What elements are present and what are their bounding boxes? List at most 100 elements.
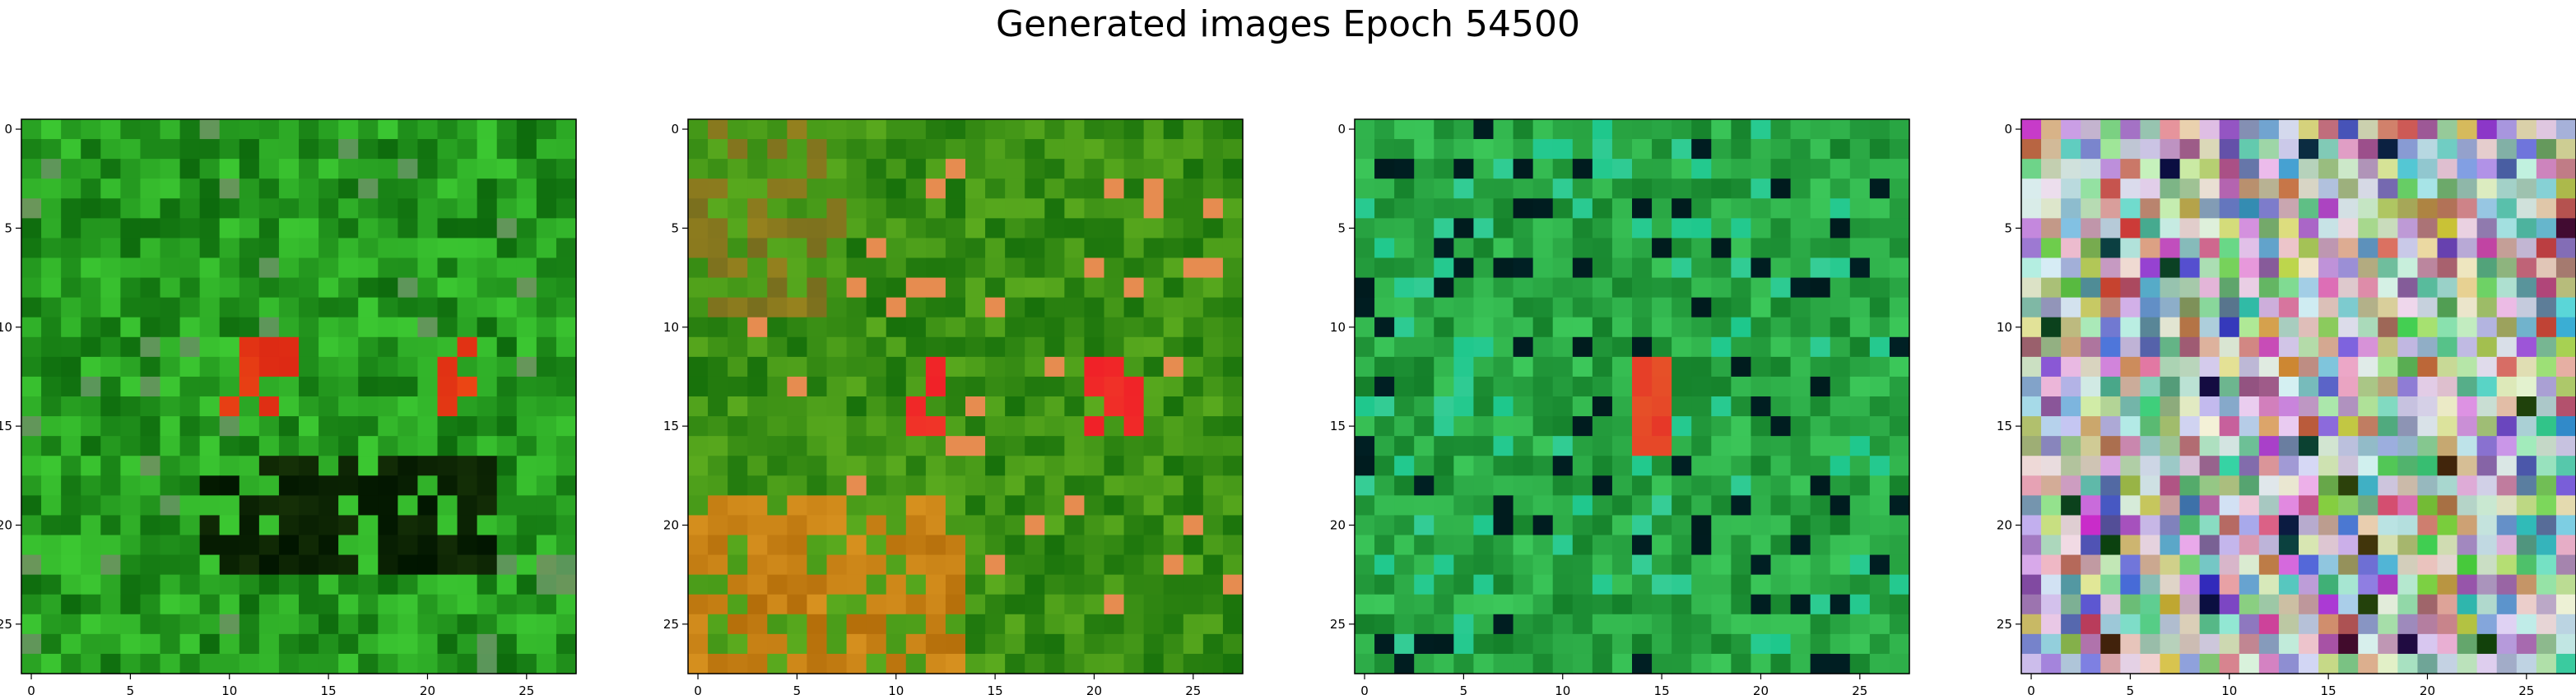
heatmap-cell bbox=[2081, 456, 2101, 476]
heatmap-cell bbox=[1222, 198, 1244, 219]
heatmap-cell bbox=[1572, 238, 1593, 259]
heatmap-cell bbox=[886, 653, 907, 674]
heatmap-cell bbox=[2536, 159, 2557, 179]
heatmap-cell bbox=[516, 436, 537, 456]
heatmap-cell bbox=[2555, 456, 2576, 476]
heatmap-cell bbox=[319, 574, 339, 595]
heatmap-cell bbox=[398, 554, 419, 576]
heatmap-cell bbox=[1104, 238, 1125, 259]
heatmap-cell bbox=[747, 416, 768, 437]
heatmap-cell bbox=[1711, 139, 1732, 160]
heatmap-cell bbox=[688, 376, 709, 397]
heatmap-cell bbox=[2041, 317, 2062, 338]
heatmap-cell bbox=[2160, 614, 2181, 635]
heatmap-cell bbox=[1731, 277, 1752, 299]
heatmap-cell bbox=[1849, 554, 1871, 576]
heatmap-cell bbox=[2219, 653, 2240, 674]
heatmap-cell bbox=[1652, 554, 1672, 576]
heatmap-cell bbox=[1163, 277, 1184, 299]
heatmap-cell bbox=[278, 159, 300, 179]
heatmap-cell bbox=[21, 317, 42, 338]
heatmap-cell bbox=[846, 416, 867, 437]
heatmap-cell bbox=[1751, 257, 1772, 279]
heatmap-cell bbox=[2397, 653, 2419, 674]
heatmap-cell bbox=[1453, 159, 1475, 179]
heatmap-cell bbox=[2338, 139, 2359, 160]
heatmap-cell bbox=[1394, 554, 1415, 576]
heatmap-cell bbox=[1849, 594, 1871, 615]
heatmap-cell bbox=[1183, 178, 1204, 199]
heatmap-cell bbox=[21, 535, 42, 556]
heatmap-cell bbox=[516, 456, 537, 476]
heatmap-cell bbox=[2100, 594, 2121, 615]
heatmap-cell bbox=[1849, 633, 1871, 655]
heatmap-cell bbox=[100, 297, 121, 318]
x-tick-label: 20 bbox=[420, 683, 435, 695]
heatmap-cell bbox=[2378, 633, 2398, 655]
heatmap-cell bbox=[2239, 515, 2260, 536]
heatmap-cell bbox=[358, 554, 379, 576]
heatmap-cell bbox=[1652, 336, 1672, 358]
heatmap-cell bbox=[398, 139, 419, 160]
heatmap-cell bbox=[2258, 475, 2280, 496]
heatmap-cell bbox=[767, 159, 788, 179]
heatmap-cell bbox=[2299, 633, 2319, 655]
heatmap-cell bbox=[1751, 297, 1772, 318]
heatmap-cell bbox=[1770, 456, 1792, 476]
heatmap-cell bbox=[1691, 356, 1712, 378]
heatmap-cell bbox=[1222, 277, 1244, 299]
heatmap-cell bbox=[2299, 119, 2319, 140]
heatmap-cell bbox=[1202, 633, 1224, 655]
heatmap-cell bbox=[2219, 535, 2240, 556]
heatmap-cell bbox=[1183, 535, 1204, 556]
heatmap-cell bbox=[2140, 317, 2161, 338]
heatmap-cell bbox=[2338, 218, 2359, 239]
heatmap-cell bbox=[2258, 535, 2280, 556]
heatmap-cell bbox=[1453, 475, 1475, 496]
heatmap-cell bbox=[61, 356, 81, 378]
heatmap-cell bbox=[2041, 574, 2062, 595]
heatmap-cell bbox=[516, 257, 537, 279]
heatmap-cell bbox=[1374, 238, 1395, 259]
heatmap-cell bbox=[2081, 159, 2101, 179]
heatmap-cell bbox=[140, 495, 161, 517]
heatmap-cell bbox=[1123, 436, 1145, 456]
heatmap-cell bbox=[2496, 574, 2518, 595]
heatmap-cell bbox=[278, 475, 300, 496]
heatmap-cell bbox=[1005, 535, 1025, 556]
heatmap-cell bbox=[1374, 119, 1395, 140]
heatmap-cell bbox=[1572, 178, 1593, 199]
heatmap-cell bbox=[1849, 119, 1871, 140]
heatmap-cell bbox=[378, 159, 398, 179]
heatmap-cell bbox=[496, 614, 518, 635]
heatmap-cell bbox=[299, 574, 319, 595]
heatmap-cell bbox=[1025, 633, 1045, 655]
heatmap-cell bbox=[1672, 119, 1692, 140]
heatmap-cell bbox=[358, 198, 379, 219]
heatmap-cell bbox=[1374, 436, 1395, 456]
heatmap-cell bbox=[2378, 297, 2398, 318]
heatmap-cell bbox=[728, 159, 748, 179]
heatmap-cell bbox=[2536, 396, 2557, 417]
heatmap-cell bbox=[1064, 238, 1086, 259]
heatmap-cell bbox=[1513, 633, 1534, 655]
heatmap-cell bbox=[1355, 297, 1375, 318]
heatmap-cell bbox=[556, 633, 577, 655]
heatmap-cell bbox=[1143, 257, 1165, 279]
heatmap-cell bbox=[219, 633, 240, 655]
heatmap-cell bbox=[358, 139, 379, 160]
heatmap-cell bbox=[2160, 277, 2181, 299]
heatmap-cell bbox=[1790, 416, 1811, 437]
heatmap-cell bbox=[1552, 139, 1574, 160]
heatmap-cell bbox=[2160, 218, 2181, 239]
heatmap-cell bbox=[1473, 178, 1495, 199]
heatmap-cell bbox=[1025, 356, 1045, 378]
heatmap-cell bbox=[1652, 257, 1672, 279]
heatmap-cell bbox=[1473, 238, 1495, 259]
heatmap-cell bbox=[2219, 614, 2240, 635]
heatmap-cell bbox=[258, 297, 280, 318]
heatmap-cell bbox=[747, 456, 768, 476]
heatmap-cell bbox=[100, 257, 121, 279]
heatmap-cell bbox=[1104, 376, 1125, 397]
heatmap-cell bbox=[2378, 376, 2398, 397]
